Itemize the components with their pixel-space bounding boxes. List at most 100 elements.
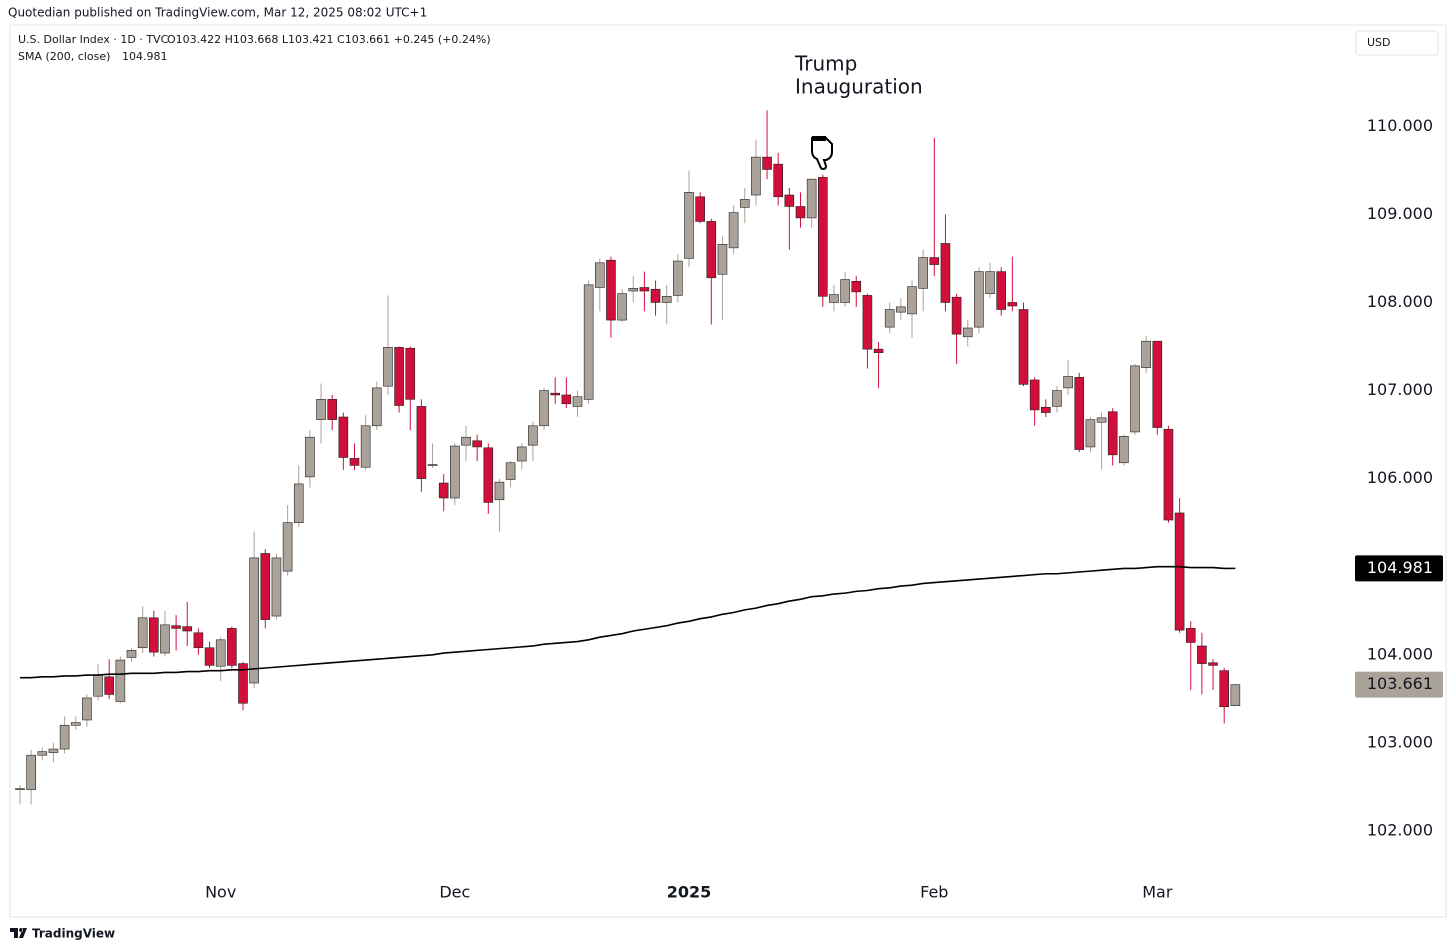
- candle-body: [26, 754, 36, 790]
- candle-body: [204, 647, 215, 666]
- x-tick-label: Dec: [439, 883, 470, 902]
- candle-body: [427, 464, 438, 466]
- candle-body: [450, 445, 460, 499]
- chart-frame: [9, 24, 1447, 918]
- x-tick-label: Feb: [920, 883, 948, 902]
- candle-body: [360, 425, 371, 468]
- candle-body: [1174, 512, 1185, 631]
- candle-body: [1052, 390, 1062, 407]
- candle-body: [15, 788, 25, 790]
- candle-body: [528, 425, 538, 446]
- candle-body: [829, 294, 839, 303]
- candle-body: [661, 295, 672, 303]
- candle-body: [349, 458, 360, 466]
- candle-body: [784, 194, 795, 207]
- candle-body: [394, 347, 404, 406]
- y-tick-label: 103.000: [1367, 732, 1433, 751]
- x-tick-label: Nov: [205, 883, 236, 902]
- candle-body: [215, 639, 226, 667]
- symbol: U.S. Dollar Index · 1D · TVC: [18, 33, 169, 46]
- sma-badge: [1355, 555, 1443, 582]
- candle-body: [260, 553, 271, 620]
- candle-body: [70, 722, 81, 726]
- candle-body: [338, 416, 349, 458]
- candle-body: [182, 626, 193, 632]
- candle-body: [1074, 377, 1085, 450]
- candle-body: [539, 390, 549, 427]
- y-tick-label: 104.000: [1367, 644, 1433, 663]
- y-tick-label: 102.000: [1367, 820, 1433, 839]
- candle-body: [227, 628, 237, 666]
- candle-body: [739, 199, 750, 208]
- candle-body: [137, 617, 148, 649]
- publisher: Quotedian published on TradingView.com, …: [8, 6, 427, 20]
- candle-body: [751, 156, 761, 196]
- candle-body: [115, 659, 126, 702]
- candle-body: [639, 287, 650, 292]
- y-tick-label: 109.000: [1367, 204, 1433, 223]
- close-badge: [1355, 671, 1443, 698]
- candle-body: [516, 446, 527, 462]
- candle-body: [606, 259, 616, 321]
- candle-body: [1230, 684, 1241, 707]
- candle-body: [1141, 340, 1151, 368]
- candle-body: [472, 440, 482, 448]
- candle-body: [773, 163, 784, 198]
- candle-body: [193, 632, 204, 649]
- candle-body: [1208, 662, 1218, 666]
- candle-body: [617, 293, 627, 321]
- candle-body: [461, 436, 471, 446]
- candle-body: [82, 697, 92, 721]
- candle-body: [962, 327, 973, 338]
- candle-body: [940, 243, 951, 303]
- currency[interactable]: USD: [1367, 36, 1391, 49]
- candle-body: [561, 394, 572, 405]
- candle-body: [1152, 340, 1163, 428]
- candle-body: [438, 482, 449, 499]
- currency-box[interactable]: [1355, 30, 1439, 56]
- candle-body: [806, 178, 817, 219]
- candle-body: [316, 399, 326, 420]
- candle-body: [249, 557, 259, 684]
- candle-body: [1096, 417, 1107, 423]
- candle-body: [896, 306, 906, 313]
- candle-body: [1007, 302, 1018, 307]
- candle-body: [126, 650, 137, 658]
- candle-body: [293, 483, 304, 523]
- candle-body: [873, 348, 884, 353]
- ohlc: O103.422 H103.668 L103.421 C103.661 +0.2…: [167, 33, 491, 46]
- candle-body: [505, 462, 516, 480]
- candle-body: [1018, 309, 1029, 385]
- candle-body: [918, 257, 928, 289]
- candle-body: [695, 196, 705, 222]
- annotation-line: Inauguration: [795, 75, 923, 99]
- sma-name: SMA (200, close): [18, 50, 110, 63]
- candle-body: [327, 399, 338, 420]
- candle-body: [1163, 429, 1174, 521]
- candle-body: [282, 522, 293, 572]
- candle-body: [1107, 411, 1118, 456]
- candle-body: [684, 192, 694, 259]
- pointing-hand: [811, 136, 833, 171]
- watermark: TradingView: [32, 927, 115, 941]
- candle-body: [149, 617, 159, 653]
- candle-body: [483, 447, 494, 503]
- candle-body: [93, 674, 103, 697]
- candle-body: [907, 286, 917, 315]
- candle-body: [37, 751, 48, 756]
- candle-body: [59, 724, 70, 750]
- candle-body: [951, 296, 962, 335]
- candle-body: [594, 262, 605, 288]
- candle-body: [583, 284, 594, 400]
- candle-body: [673, 260, 683, 296]
- candle-body: [884, 309, 895, 328]
- candle-body: [717, 244, 728, 275]
- candle-body: [628, 288, 639, 292]
- sma-line: [20, 565, 1236, 679]
- candle-body: [728, 212, 739, 249]
- candle-body: [271, 557, 282, 617]
- candle-body: [1029, 379, 1040, 411]
- candle-body: [383, 347, 393, 387]
- candle-body: [650, 288, 661, 303]
